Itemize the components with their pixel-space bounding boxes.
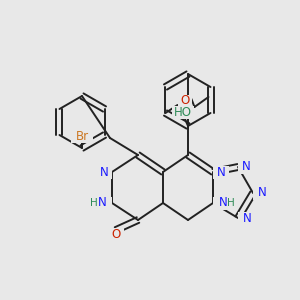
Text: N: N xyxy=(98,196,106,209)
Text: H: H xyxy=(227,198,235,208)
Text: O: O xyxy=(181,94,190,107)
Text: N: N xyxy=(258,187,266,200)
Bar xyxy=(253,187,269,200)
Bar xyxy=(71,130,93,142)
Bar xyxy=(213,166,229,178)
Text: HO: HO xyxy=(174,106,192,118)
Bar xyxy=(238,212,254,224)
Bar xyxy=(172,106,194,118)
Bar xyxy=(238,160,254,173)
Text: N: N xyxy=(217,166,225,178)
Text: O: O xyxy=(111,229,121,242)
Bar xyxy=(213,196,237,209)
Bar xyxy=(96,166,112,178)
Text: N: N xyxy=(243,212,251,224)
Text: N: N xyxy=(242,160,250,173)
Bar xyxy=(178,94,193,107)
Text: Br: Br xyxy=(75,130,88,142)
Bar xyxy=(108,227,124,241)
Text: H: H xyxy=(90,198,98,208)
Text: N: N xyxy=(219,196,227,209)
Bar xyxy=(88,196,112,209)
Text: N: N xyxy=(100,166,108,178)
